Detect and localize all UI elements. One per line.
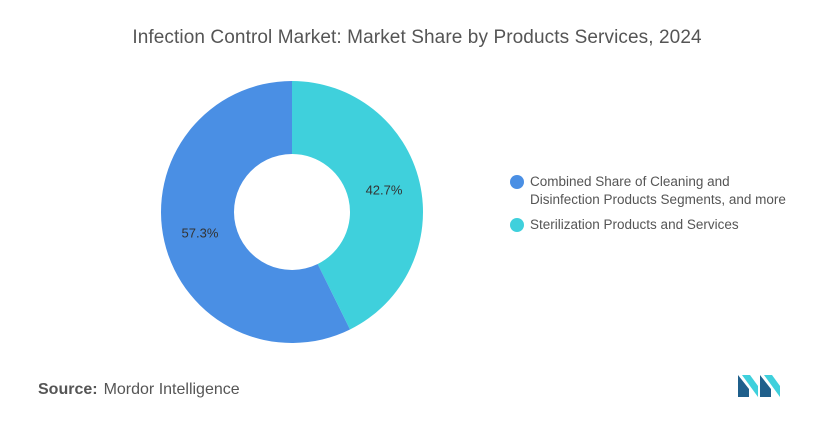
- slice-value-label-0: 42.7%: [366, 183, 403, 198]
- legend-swatch-cleaning-disinfection: [510, 175, 524, 189]
- legend-label: Combined Share of Cleaning and Disinfect…: [530, 174, 786, 207]
- donut-slice-0[interactable]: [292, 81, 423, 330]
- legend-label: Sterilization Products and Services: [530, 217, 739, 232]
- source-note: Source: Mordor Intelligence: [38, 381, 240, 399]
- donut-slice-1[interactable]: [161, 81, 351, 344]
- chart-title: Infection Control Market: Market Share b…: [132, 27, 702, 48]
- mordor-intelligence-logo-icon: [738, 375, 780, 397]
- source-label: Source:: [38, 381, 98, 398]
- slice-value-label-1: 57.3%: [182, 225, 219, 240]
- legend-item-cleaning-disinfection[interactable]: Combined Share of Cleaning and Disinfect…: [510, 173, 810, 209]
- source-value: Mordor Intelligence: [103, 381, 240, 398]
- legend-swatch-sterilization: [510, 218, 524, 232]
- chart-legend: Combined Share of Cleaning and Disinfect…: [510, 173, 810, 241]
- legend-item-sterilization[interactable]: Sterilization Products and Services: [510, 216, 810, 234]
